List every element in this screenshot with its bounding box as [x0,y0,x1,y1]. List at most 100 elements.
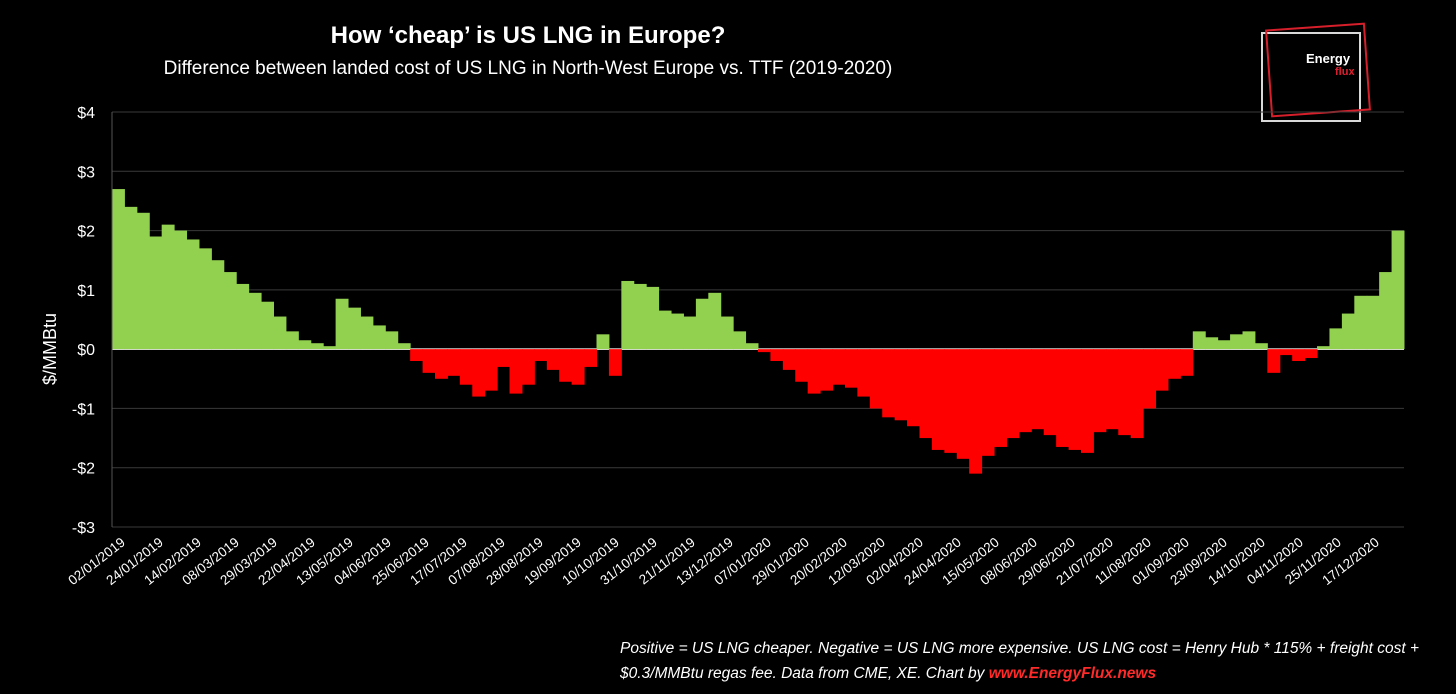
bar [1267,349,1281,373]
bar [422,349,436,373]
y-tick-label: $2 [77,224,95,241]
bar [1155,349,1169,391]
bars [112,189,1405,474]
bar [919,349,933,439]
bar [969,349,983,474]
bar [720,316,734,350]
bar [348,307,361,350]
bar [1329,328,1343,350]
bar [1217,340,1231,350]
bar [1192,331,1206,350]
bar [1093,349,1107,433]
logo-text-flux: flux [1335,66,1355,78]
y-axis: $4 $3 $2 $1 $0 -$1 -$2 -$3 [72,105,113,537]
logo-frame-grey [1261,32,1361,122]
bar [907,349,920,427]
bar [1317,346,1330,350]
bar [658,310,672,350]
bar [795,349,809,382]
chart-subtitle: Difference between landed cost of US LNG… [163,58,893,79]
bar [571,349,585,385]
bar [807,349,821,394]
bar [186,239,200,350]
bar [869,349,883,409]
bar [758,349,771,353]
bar [1254,343,1268,350]
y-tick-label: $3 [77,164,95,181]
bar [894,349,908,421]
bar [211,260,225,350]
bar [695,298,709,350]
bar [335,298,349,350]
bar [1242,331,1256,350]
bar [1068,349,1082,450]
bar [1018,349,1032,433]
bar [820,349,834,391]
bar [1391,230,1405,350]
bar [1205,337,1219,350]
bar [435,349,448,379]
bar [285,331,299,350]
bar [1292,349,1306,361]
bar [149,236,163,350]
y-axis-label: $/MMBtu [40,313,60,385]
bar [1379,272,1393,350]
footnote-text: Positive = US LNG cheaper. Negative = US… [620,640,1420,682]
bar [857,349,871,397]
bar [521,349,535,385]
bar [509,349,523,394]
bar [236,283,250,350]
bar [497,349,511,367]
bar [459,349,473,385]
bar [708,292,722,350]
bar [745,343,759,350]
bar [1105,349,1119,430]
bar [956,349,970,459]
bar [360,316,374,350]
bar [1031,349,1045,430]
bar [1354,295,1368,350]
bar [1167,349,1181,379]
bar [608,349,622,376]
bar [136,212,150,350]
y-tick-label: $4 [77,105,95,122]
y-tick-label: -$1 [72,401,95,418]
bar [1143,349,1157,409]
bar [621,280,635,350]
bar [484,349,498,391]
bar [534,349,548,361]
bar [733,331,747,350]
bar [310,343,324,350]
bar [472,349,486,397]
bar [323,346,337,350]
bar [559,349,573,382]
bar [944,349,958,453]
bar [683,316,697,350]
bar [1304,349,1318,359]
bar [1006,349,1020,439]
bar [261,301,274,350]
bar [1130,349,1144,439]
bar [124,206,138,350]
bar [174,230,188,350]
bar [198,248,212,350]
bar [596,334,610,350]
bar [112,189,125,350]
bar [410,349,424,361]
bar [161,224,175,350]
bar [832,349,846,385]
bar [1279,349,1293,356]
bar [248,292,262,350]
bar [994,349,1007,447]
footnote-link[interactable]: www.EnergyFlux.news [988,665,1157,682]
bar [782,349,796,370]
bar [1043,349,1057,436]
bar [981,349,995,456]
x-axis: 02/01/201924/01/201914/02/201908/03/2019… [65,535,1381,588]
y-tick-label: -$3 [72,520,95,537]
bar [646,286,660,350]
y-tick-label: $0 [77,342,95,359]
y-tick-label: -$2 [72,461,95,478]
chart-title: How ‘cheap’ is US LNG in Europe? [330,22,726,49]
